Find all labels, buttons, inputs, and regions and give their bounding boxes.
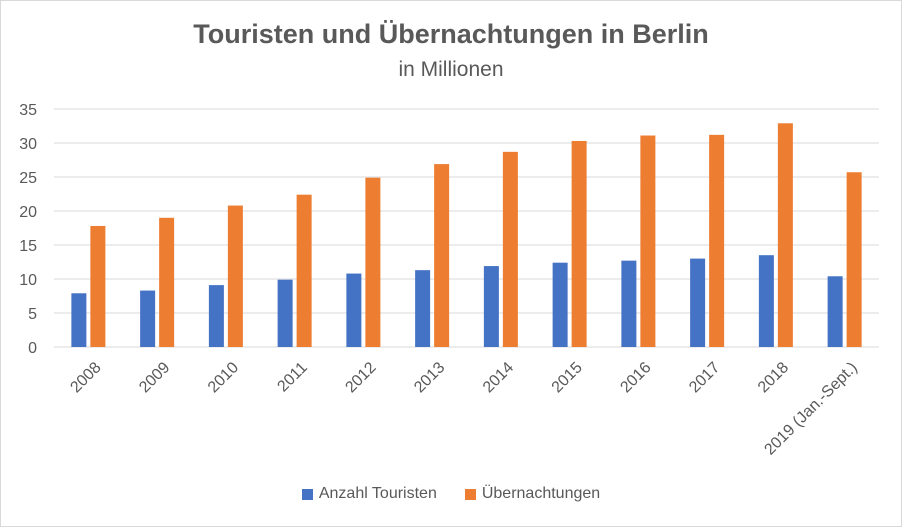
gridlines [54,108,879,348]
legend-label-uebernachtungen: Übernachtungen [481,485,601,502]
bar-uebernachtungen [640,135,656,347]
bar-touristen [277,279,293,347]
y-axis-ticks: 0 5 10 15 20 25 30 35 [19,102,37,357]
bar-uebernachtungen [846,172,862,347]
y-tick-label: 30 [19,136,37,153]
bars [71,123,862,347]
legend: Anzahl Touristen Übernachtungen [1,485,901,503]
legend-item-uebernachtungen: Übernachtungen [464,485,601,503]
legend-swatch-touristen [301,488,313,500]
bar-uebernachtungen [777,123,793,347]
x-tick-label: 2018 [755,359,792,396]
y-tick-label: 0 [28,340,37,357]
bar-uebernachtungen [571,140,587,347]
y-tick-label: 15 [19,238,37,255]
legend-item-touristen: Anzahl Touristen [301,485,437,503]
bar-touristen [621,260,637,347]
y-tick-label: 25 [19,170,37,187]
x-tick-label: 2017 [686,359,723,396]
bar-uebernachtungen [227,205,243,347]
x-tick-label: 2011 [274,359,310,395]
bar-uebernachtungen [502,151,518,347]
bar-uebernachtungen [159,217,175,347]
bar-touristen [690,258,706,347]
bar-uebernachtungen [709,134,725,347]
y-tick-label: 10 [19,272,37,289]
legend-label-touristen: Anzahl Touristen [318,485,437,502]
bar-uebernachtungen [365,177,381,347]
legend-swatch-uebernachtungen [464,488,476,500]
x-tick-label: 2015 [549,359,586,396]
bar-touristen [827,276,843,347]
x-tick-label: 2016 [617,359,654,396]
bar-touristen [483,266,499,347]
chart-subtitle: in Millionen [398,58,504,81]
bar-touristen [71,293,87,347]
bar-touristen [552,262,568,347]
bar-uebernachtungen [434,164,450,347]
bar-touristen [758,255,774,347]
y-tick-label: 20 [19,204,37,221]
y-tick-label: 5 [28,306,37,323]
x-tick-label: 2010 [205,359,242,396]
x-tick-label: 2009 [136,359,173,396]
bar-uebernachtungen [90,225,106,347]
bar-touristen [140,290,156,347]
x-tick-label: 2013 [411,359,448,396]
x-tick-label: 2008 [67,359,104,396]
bar-uebernachtungen [296,194,312,347]
chart-title: Touristen und Übernachtungen in Berlin [193,19,709,49]
x-axis-ticks: 2008 2009 2010 2011 2012 2013 2014 2015 2016 2017… [67,359,860,459]
x-tick-label: 2014 [480,359,517,396]
bar-touristen [415,270,431,347]
bar-touristen [208,285,224,347]
bar-touristen [346,273,362,347]
y-tick-label: 35 [19,102,37,119]
x-tick-label: 2012 [342,359,379,396]
